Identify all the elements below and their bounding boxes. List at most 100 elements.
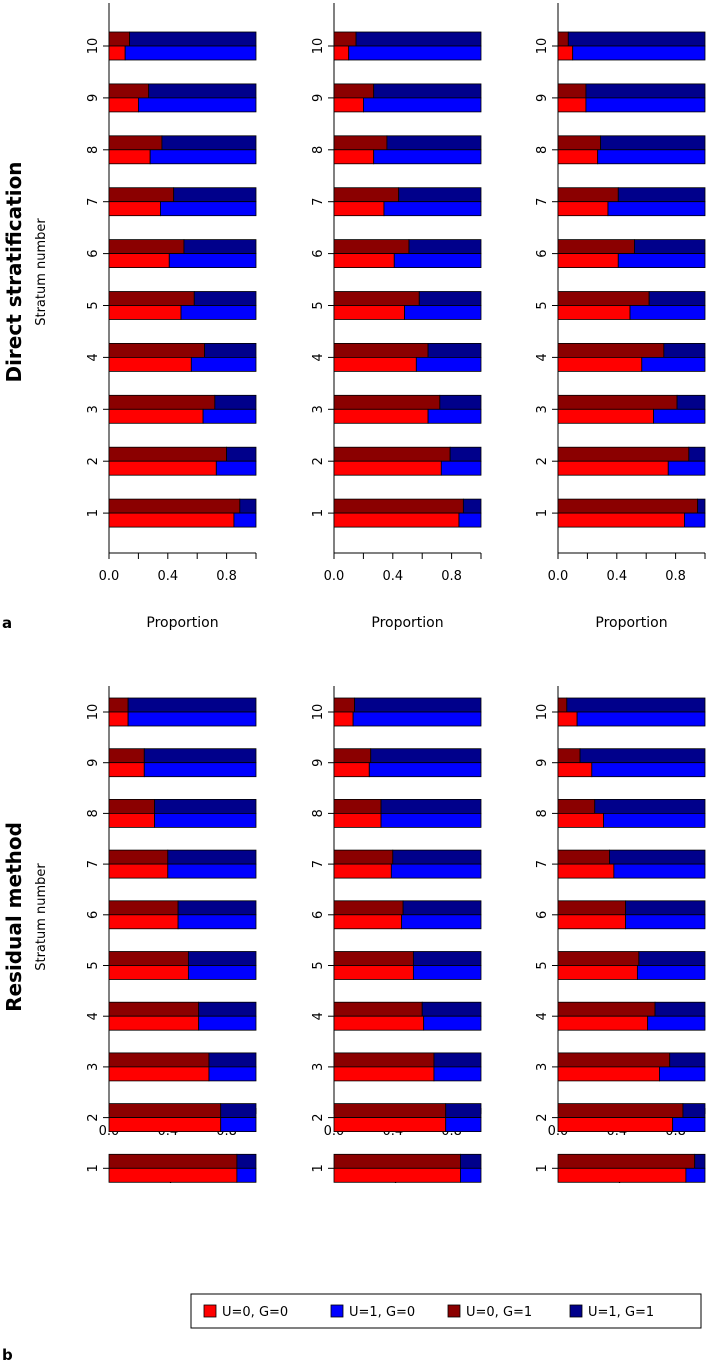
bar-u1g0-stratum-5 (187, 965, 257, 980)
bar-u0g0-stratum-4 (333, 1015, 425, 1031)
bar-u0g0-stratum-10 (108, 711, 129, 727)
y-tick-label: 1 (535, 1164, 550, 1172)
panel-b-ylabel: Stratum number (34, 863, 49, 971)
bar-u1g0-stratum-4 (198, 1015, 257, 1031)
bar-u0g1-stratum-1 (108, 498, 241, 514)
bar-u0g0-stratum-5 (333, 965, 414, 980)
bar-u0g0-stratum-8 (333, 813, 382, 828)
chart-a-1: 1 2 3 4 5 6 7 8 9 10 0.0 0.4 0.8 Proportion (86, 3, 257, 631)
bar-u0g0-stratum-5 (108, 305, 182, 320)
bar-u0g0-stratum-10 (333, 711, 354, 727)
bar-u0g1-stratum-6 (108, 900, 179, 916)
bar-u1g1-stratum-2 (688, 446, 706, 462)
bar-u1g0-stratum-7 (607, 201, 706, 217)
y-tick-label: 2 (535, 1113, 550, 1121)
legend-box (190, 1293, 702, 1329)
bar-u0g1-stratum-4 (333, 342, 429, 358)
y-tick-label: 4 (86, 353, 101, 361)
x-tick-label: 0.4 (382, 569, 403, 584)
bar-u1g1-stratum-7 (392, 849, 482, 865)
bar-u0g1-stratum-1 (557, 498, 699, 514)
bar-u1g1-stratum-5 (648, 291, 706, 306)
bar-u1g0-stratum-5 (636, 965, 706, 980)
bar-u1g0-stratum-4 (641, 356, 706, 372)
bar-u0g0-stratum-10 (557, 45, 574, 61)
bar-u1g1-stratum-4 (654, 1001, 706, 1017)
x-axis-title: Proportion (371, 615, 443, 631)
bar-u1g1-stratum-7 (398, 187, 482, 203)
bar-u0g0-stratum-4 (108, 356, 192, 372)
y-tick-label: 3 (311, 1063, 326, 1071)
bar-u1g0-stratum-8 (597, 149, 706, 165)
bar-u1g1-stratum-10 (354, 697, 482, 713)
bar-u1g0-stratum-7 (160, 201, 257, 217)
bar-u1g1-stratum-6 (625, 900, 706, 916)
bar-u0g1-stratum-3 (557, 1052, 671, 1068)
bar-u1g0-stratum-3 (208, 1066, 257, 1082)
bar-u0g0-stratum-4 (557, 1015, 649, 1031)
bar-u1g0-stratum-7 (167, 863, 257, 879)
bar-u1g1-stratum-6 (177, 900, 257, 916)
y-tick-label: 10 (86, 704, 101, 721)
x-tick-label: 0.8 (441, 569, 462, 584)
bar-u0g0-stratum-6 (108, 253, 170, 269)
y-tick-label: 6 (311, 249, 326, 257)
legend-swatch-u0g0 (203, 1304, 217, 1318)
legend-swatch-u0g1 (447, 1304, 461, 1318)
bar-u0g0-stratum-9 (108, 97, 139, 113)
bar-u1g0-stratum-6 (393, 253, 482, 269)
legend-label-u1g0: U=1, G=0 (349, 1305, 415, 1320)
bar-u1g0-stratum-6 (177, 914, 257, 930)
bar-u1g0-stratum-6 (617, 253, 706, 269)
bar-u0g0-stratum-9 (333, 762, 370, 778)
bar-u0g0-stratum-10 (557, 711, 578, 727)
bar-u0g1-stratum-9 (108, 748, 145, 764)
y-tick-label: 2 (311, 457, 326, 465)
bar-u1g1-stratum-1 (236, 1153, 257, 1169)
bar-u1g1-stratum-9 (585, 83, 706, 99)
y-tick-label: 4 (311, 353, 326, 361)
bar-u1g0-stratum-4 (647, 1015, 706, 1031)
bar-u0g0-stratum-9 (333, 97, 364, 113)
bar-u0g0-stratum-3 (557, 408, 654, 424)
bar-u0g1-stratum-5 (108, 291, 195, 306)
bar-u0g0-stratum-8 (557, 813, 604, 828)
bar-u1g1-stratum-2 (449, 446, 482, 462)
bar-u1g1-stratum-5 (187, 951, 257, 966)
y-tick-label: 3 (86, 1063, 101, 1071)
bar-u1g0-stratum-5 (404, 305, 482, 320)
y-tick-label: 10 (311, 704, 326, 721)
y-tick-label: 2 (86, 1113, 101, 1121)
chart-a-2: 1 2 3 4 5 6 7 8 9 10 0.0 0.4 0.8 Proportion (311, 3, 482, 631)
legend-label-u0g0: U=0, G=0 (222, 1305, 288, 1320)
bar-u0g1-stratum-10 (108, 31, 130, 47)
bar-u0g1-stratum-4 (333, 1001, 423, 1017)
bar-u1g1-stratum-10 (129, 31, 257, 47)
bar-u0g0-stratum-6 (557, 253, 619, 269)
y-tick-label: 8 (86, 146, 101, 154)
bar-u0g1-stratum-6 (557, 900, 627, 916)
bar-u1g1-stratum-1 (239, 498, 257, 514)
bar-u1g1-stratum-3 (214, 394, 257, 410)
bar-u1g1-stratum-3 (676, 394, 706, 410)
y-tick-label: 8 (311, 809, 326, 817)
bar-u0g1-stratum-4 (557, 342, 665, 358)
bar-u0g1-stratum-7 (108, 187, 175, 203)
bar-u0g0-stratum-5 (557, 305, 631, 320)
bar-u1g1-stratum-2 (220, 1103, 257, 1118)
bar-u0g0-stratum-7 (333, 863, 392, 879)
bar-u0g1-stratum-1 (557, 1153, 696, 1169)
y-tick-label: 1 (86, 1164, 101, 1172)
bar-u1g0-stratum-3 (659, 1066, 706, 1082)
y-tick-label: 10 (86, 38, 101, 55)
legend-label-u1g1: U=1, G=1 (588, 1305, 654, 1320)
y-tick-label: 6 (86, 249, 101, 257)
legend-swatch-u1g1 (569, 1304, 583, 1318)
bar-u1g1-stratum-2 (445, 1103, 482, 1118)
bar-u1g0-stratum-10 (124, 45, 257, 61)
bar-u0g1-stratum-2 (108, 1103, 222, 1118)
y-tick-label: 5 (86, 961, 101, 969)
bar-u0g1-stratum-2 (108, 446, 227, 462)
bar-u1g1-stratum-10 (355, 31, 482, 47)
